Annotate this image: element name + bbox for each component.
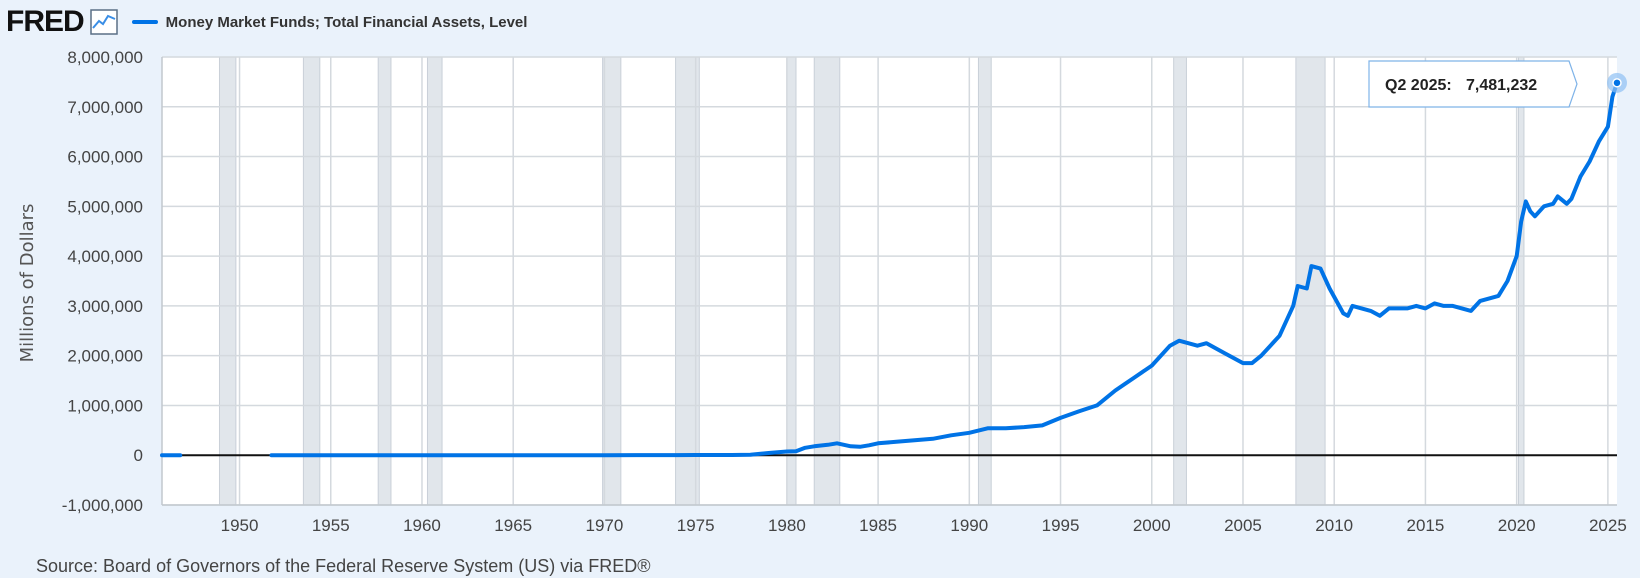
x-tick-label: 1975: [677, 516, 715, 535]
x-tick-label: 2010: [1315, 516, 1353, 535]
x-tick-label: 2020: [1498, 516, 1536, 535]
recession-band: [426, 56, 443, 506]
x-tick-label: 1980: [768, 516, 806, 535]
hover-point[interactable]: [1612, 78, 1622, 88]
recession-band: [602, 56, 622, 506]
chart-header: FRED Money Market Funds; Total Financial…: [6, 4, 527, 40]
recession-bands: [162, 56, 1617, 506]
y-tick-label: 6,000,000: [67, 148, 143, 167]
x-tick-label: 1985: [859, 516, 897, 535]
source-note: Source: Board of Governors of the Federa…: [36, 556, 651, 576]
x-tick-label: 2015: [1407, 516, 1445, 535]
y-tick-label: 1,000,000: [67, 396, 143, 415]
x-tick-label: 2025: [1589, 516, 1627, 535]
y-tick-label: 4,000,000: [67, 247, 143, 266]
plot-area: [162, 57, 1617, 505]
x-tick-label: 1950: [221, 516, 259, 535]
y-tick-label: 7,000,000: [67, 98, 143, 117]
y-axis-label: Millions of Dollars: [17, 204, 38, 363]
y-tick-label: 3,000,000: [67, 297, 143, 316]
x-tick-label: 2005: [1224, 516, 1262, 535]
y-tick-label: 8,000,000: [67, 48, 143, 67]
x-tick-label: 1955: [312, 516, 350, 535]
tooltip-value: 7,481,232: [1466, 77, 1537, 94]
series-lines: [160, 80, 1619, 458]
series-line[interactable]: [269, 80, 1619, 458]
recession-band: [218, 56, 237, 506]
y-tick-label: 2,000,000: [67, 347, 143, 366]
recession-band: [1295, 56, 1326, 506]
legend-series-label[interactable]: Money Market Funds; Total Financial Asse…: [165, 13, 528, 31]
recession-band: [302, 56, 321, 506]
x-tick-label: 1995: [1042, 516, 1080, 535]
x-tick-label: 1965: [494, 516, 532, 535]
x-tick-label: 1990: [950, 516, 988, 535]
grid: -1,000,000 0 1,000,000 2,000,000 3,000,000 4,…: [62, 48, 1627, 535]
recession-band: [1517, 56, 1525, 506]
y-tick-label: 5,000,000: [67, 197, 143, 216]
tooltip-box: [1368, 60, 1578, 108]
tooltip: Q2 2025: 7,481,232: [1368, 60, 1627, 108]
tooltip-label: Q2 2025:: [1385, 77, 1452, 94]
legend-swatch: [131, 20, 158, 24]
chart-line-icon: [89, 9, 118, 35]
recession-band: [1173, 56, 1187, 506]
fred-logo[interactable]: FRED: [6, 5, 85, 38]
x-tick-label: 1970: [586, 516, 624, 535]
x-tick-label: 2000: [1133, 516, 1171, 535]
recession-band: [977, 56, 992, 506]
y-tick-label: 0: [134, 446, 143, 465]
y-tick-label: -1,000,000: [62, 496, 143, 515]
recession-band: [377, 56, 392, 506]
x-tick-label: 1960: [403, 516, 441, 535]
recession-band: [813, 56, 841, 506]
recession-band: [786, 56, 797, 506]
